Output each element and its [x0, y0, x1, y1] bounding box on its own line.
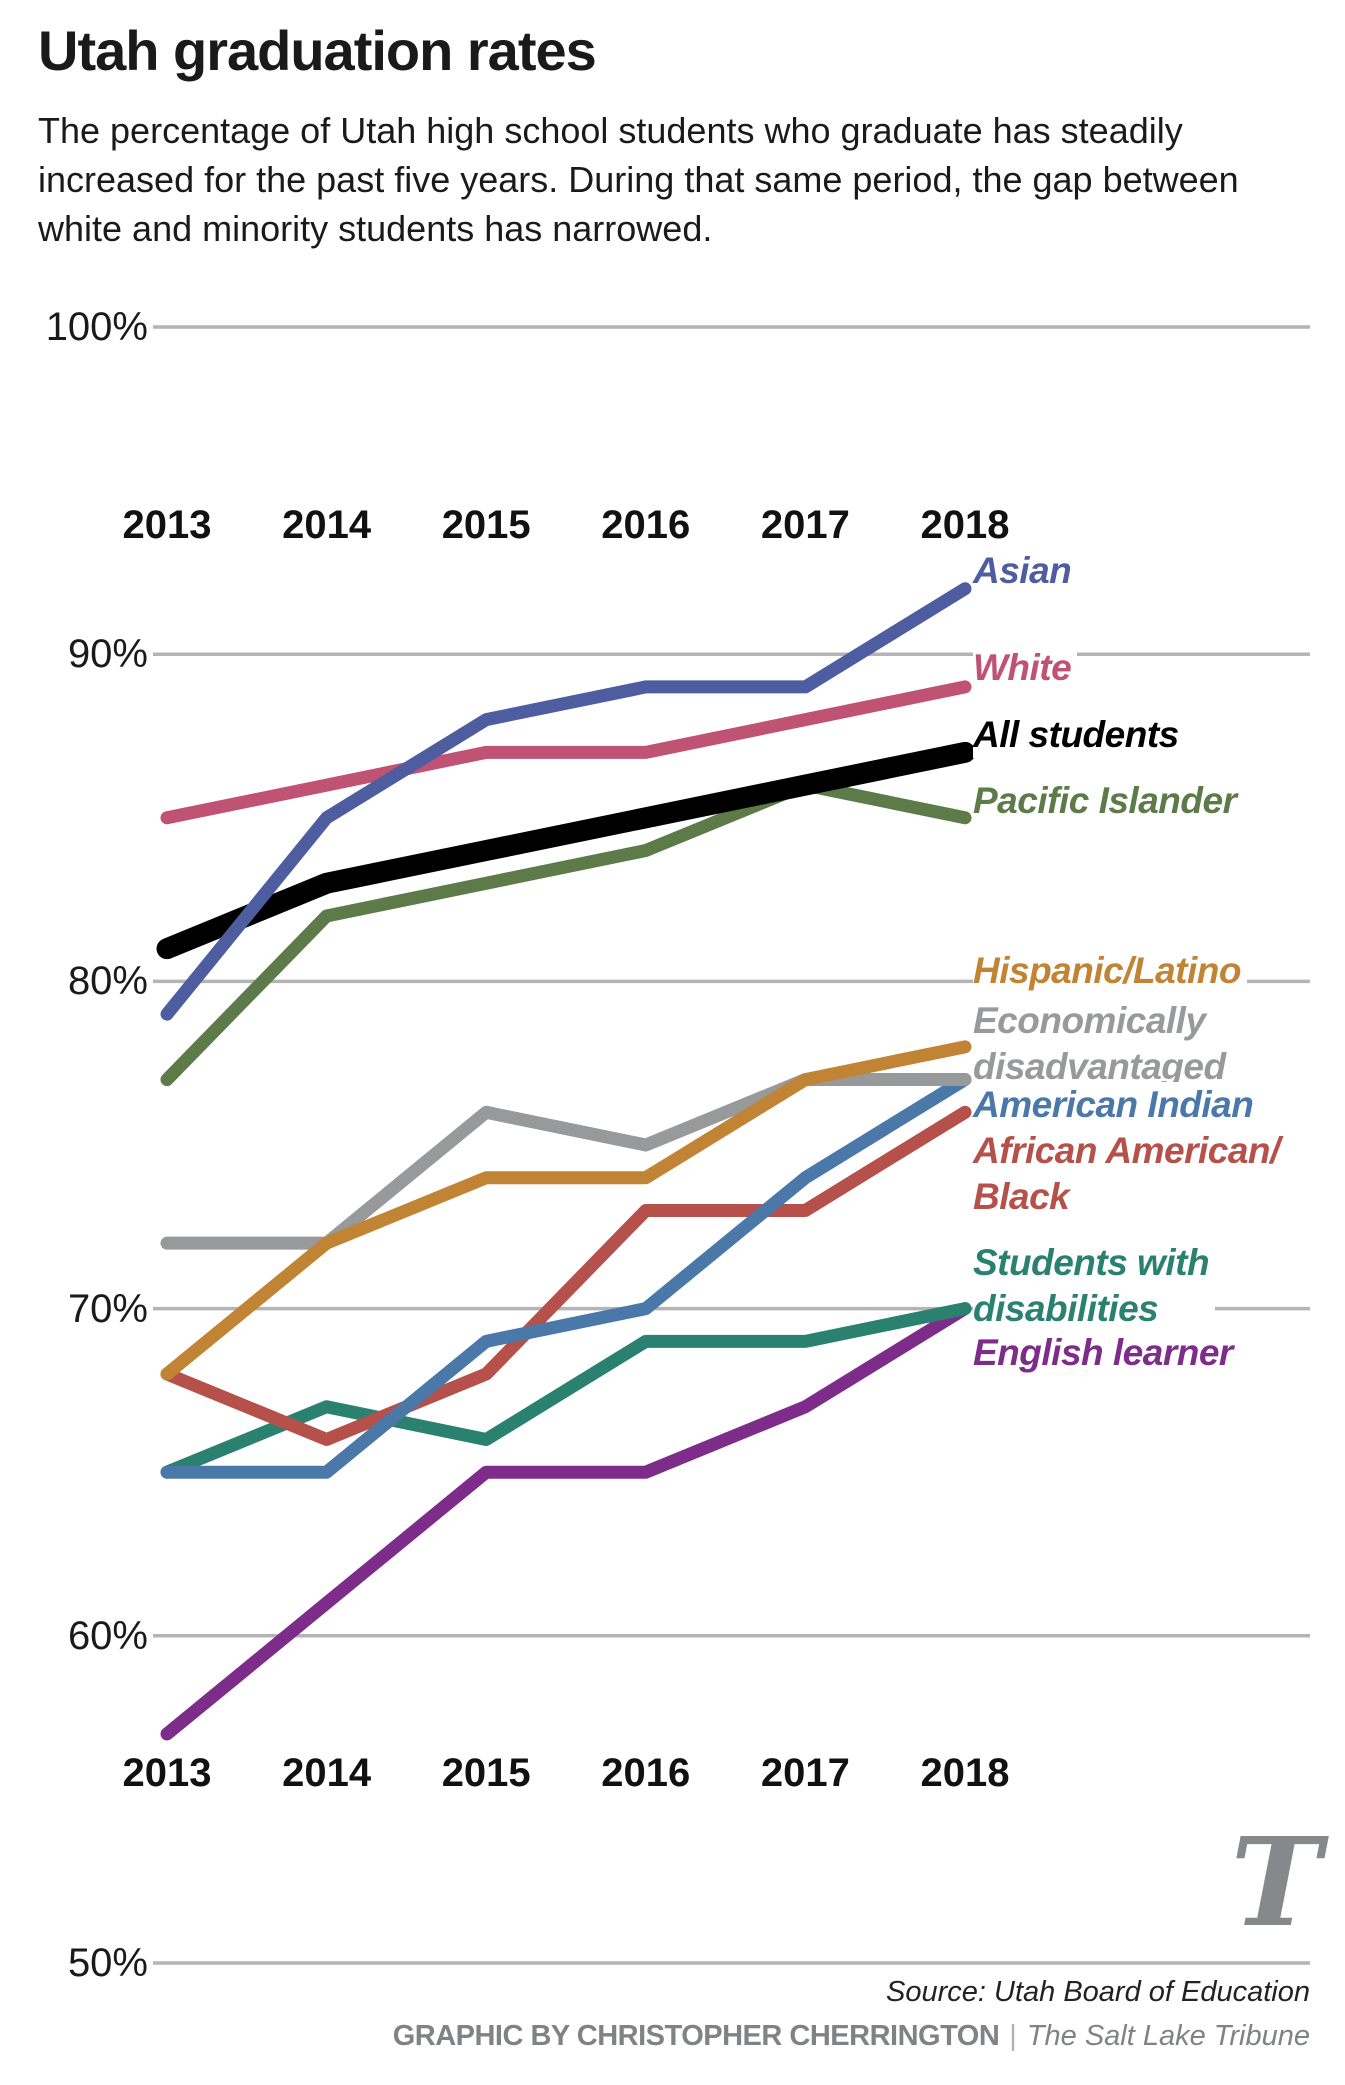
x-tick-top-2016: 2016: [601, 503, 691, 547]
legend-label-disabilities: Students with disabilities: [973, 1240, 1216, 1332]
salt-lake-tribune-logo-icon: T: [1230, 1810, 1322, 1954]
line-economically-disadvantaged: [160, 1073, 972, 1250]
chart-subtitle: The percentage of Utah high school stude…: [38, 110, 1239, 249]
line-students-with-disabilities: [160, 1302, 972, 1479]
legend-label-hispanic-latino: Hispanic/Latino: [973, 948, 1247, 994]
source-credit: Source: Utah Board of Education: [886, 1976, 1310, 2008]
byline-author: GRAPHIC BY CHRISTOPHER CHERRINGTON: [392, 2020, 1000, 2052]
line-american-indian: [160, 1073, 972, 1479]
line-hispanic-latino: [160, 1040, 972, 1381]
y-tick-90%: 90%: [67, 632, 148, 677]
legend-label-pacific-islander: Pacific Islander: [973, 778, 1243, 824]
x-tick-bottom-2014: 2014: [282, 1751, 372, 1795]
x-tick-top-2014: 2014: [282, 503, 372, 547]
x-tick-bottom-2017: 2017: [760, 1751, 850, 1795]
y-tick-50%: 50%: [67, 1941, 148, 1985]
line-white: [160, 680, 972, 825]
legend-label-econ-disadvantaged: Economically disadvantaged: [973, 998, 1232, 1090]
line-african-american-black: [160, 1105, 972, 1446]
x-tick-top-2015: 2015: [441, 503, 531, 547]
y-tick-60%: 60%: [67, 1613, 148, 1658]
legend-label-english-learner: English learner: [973, 1330, 1239, 1376]
legend-label-white: White: [973, 645, 1078, 691]
legend-label-all-students: All students: [973, 712, 1185, 758]
legend-label-american-indian: American Indian: [973, 1082, 1260, 1128]
y-tick-80%: 80%: [67, 959, 148, 1004]
line-asian: [160, 582, 972, 1021]
x-tick-bottom-2013: 2013: [122, 1751, 212, 1795]
byline-separator: |: [1009, 2020, 1017, 2052]
legend-label-asian: Asian: [973, 548, 1078, 594]
byline: GRAPHIC BY CHRISTOPHER CHERRINGTON | The S…: [210, 2020, 1310, 2053]
x-tick-bottom-2016: 2016: [601, 1751, 691, 1795]
line-pacific-islander: [160, 778, 972, 1087]
y-tick-70%: 70%: [67, 1286, 148, 1331]
x-tick-top-2013: 2013: [122, 503, 212, 547]
line-english-learner: [160, 1302, 972, 1741]
x-tick-bottom-2018: 2018: [920, 1751, 1010, 1795]
x-tick-bottom-2015: 2015: [441, 1751, 531, 1795]
y-tick-100%: 100%: [45, 305, 148, 349]
x-tick-top-2017: 2017: [760, 503, 850, 547]
x-tick-top-2018: 2018: [920, 503, 1010, 547]
legend-label-african-american: African American/ Black: [973, 1128, 1286, 1220]
page-title: Utah graduation rates: [38, 19, 597, 82]
byline-publication: The Salt Lake Tribune: [1026, 2020, 1310, 2052]
line-all-students: [156, 741, 976, 960]
